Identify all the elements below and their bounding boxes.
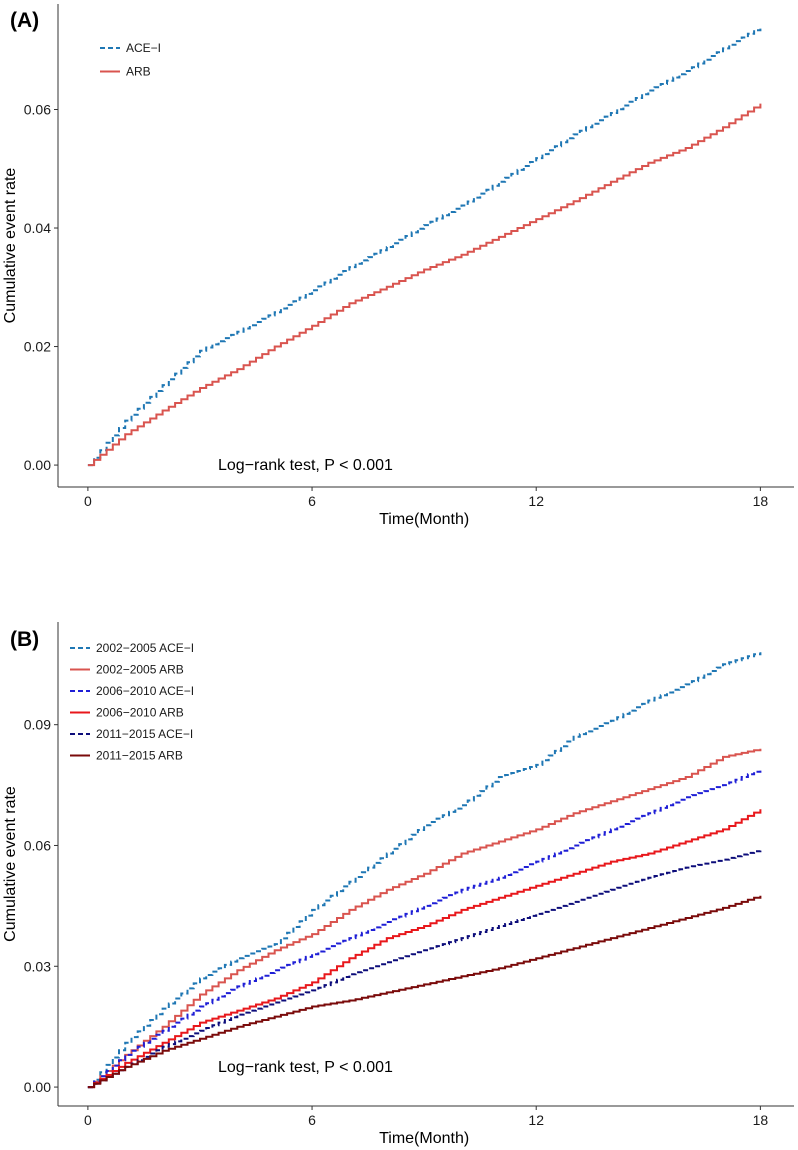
y-tick-label: 0.06 bbox=[24, 101, 51, 117]
series-line-2011-2015-ace-i bbox=[88, 850, 761, 1088]
x-tick-label: 18 bbox=[753, 1112, 769, 1128]
x-axis-label: Time(Month) bbox=[379, 1130, 469, 1147]
x-tick-label: 12 bbox=[528, 1112, 544, 1128]
panel-label: (B) bbox=[10, 628, 39, 651]
x-tick-label: 0 bbox=[84, 493, 92, 509]
y-tick-label: 0.09 bbox=[24, 717, 51, 733]
legend-label: ARB bbox=[126, 65, 151, 79]
series-line-arb bbox=[88, 104, 761, 466]
panel-B: (B) 0.00 0.03 0.06 0.09 0 6 12 18 Cumulative even… bbox=[2, 622, 794, 1147]
x-tick-label: 6 bbox=[308, 1112, 316, 1128]
series-line-2002-2005-arb bbox=[88, 749, 761, 1087]
series-line-2002-2005-ace-i bbox=[88, 652, 761, 1087]
y-axis-label: Cumulative event rate bbox=[2, 786, 19, 942]
x-tick-label: 6 bbox=[308, 493, 316, 509]
y-axis-label: Cumulative event rate bbox=[2, 168, 19, 324]
legend-label: 2002−2005 ARB bbox=[96, 663, 184, 677]
legend-label: 2002−2005 ACE−I bbox=[96, 641, 194, 655]
y-tick-label: 0.06 bbox=[24, 837, 51, 853]
series-line-2011-2015-arb bbox=[88, 896, 761, 1087]
legend-label: 2006−2010 ARB bbox=[96, 706, 184, 720]
panel-A: (A) 0.00 0.02 0.04 0.06 0 6 12 18 Cumulative even… bbox=[2, 4, 794, 528]
x-axis-label: Time(Month) bbox=[379, 511, 469, 528]
legend-label: 2011−2015 ACE−I bbox=[96, 727, 193, 741]
y-tick-label: 0.02 bbox=[24, 339, 51, 355]
x-tick-label: 12 bbox=[528, 493, 544, 509]
panel-label: (A) bbox=[10, 9, 39, 32]
x-tick-label: 18 bbox=[753, 493, 769, 509]
logrank-annotation: Log−rank test, P < 0.001 bbox=[218, 1059, 393, 1076]
logrank-annotation: Log−rank test, P < 0.001 bbox=[218, 457, 393, 474]
figure: (A) 0.00 0.02 0.04 0.06 0 6 12 18 Cumulative even… bbox=[0, 0, 798, 1150]
x-tick-label: 0 bbox=[84, 1112, 92, 1128]
legend-label: 2006−2010 ACE−I bbox=[96, 684, 194, 698]
legend-label: 2011−2015 ARB bbox=[96, 749, 183, 763]
legend-label: ACE−I bbox=[126, 41, 161, 55]
y-tick-label: 0.04 bbox=[24, 220, 51, 236]
y-tick-label: 0.00 bbox=[24, 457, 51, 473]
legend: 2002−2005 ACE−I 2002−2005 ARB 2006−2010 AC… bbox=[70, 641, 194, 763]
y-tick-label: 0.03 bbox=[24, 958, 51, 974]
series-line-ace-i bbox=[88, 27, 761, 466]
legend: ACE−I ARB bbox=[100, 41, 161, 79]
y-tick-label: 0.00 bbox=[24, 1079, 51, 1095]
series-line-2006-2010-arb bbox=[88, 809, 761, 1087]
